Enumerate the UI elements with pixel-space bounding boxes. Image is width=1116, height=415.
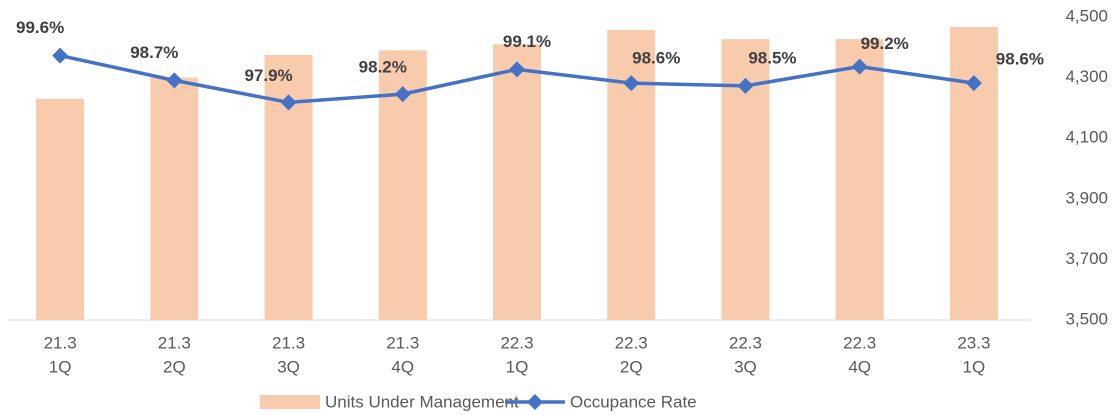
x-tick-label: 1Q xyxy=(49,357,72,376)
x-tick-label: 22.3 xyxy=(500,333,533,352)
legend-swatch xyxy=(260,395,320,409)
data-label: 99.2% xyxy=(861,34,909,53)
data-label: 98.7% xyxy=(130,43,178,62)
bar xyxy=(949,26,998,321)
y2-tick-label: 3,700 xyxy=(1065,249,1108,268)
legend-label: Occupance Rate xyxy=(570,392,697,411)
legend-label: Units Under Management xyxy=(325,392,519,411)
x-tick-label: 23.3 xyxy=(957,333,990,352)
bar xyxy=(607,30,656,321)
y2-tick-label: 4,500 xyxy=(1065,6,1108,25)
bar xyxy=(36,98,85,320)
x-tick-label: 21.3 xyxy=(158,333,191,352)
data-label: 98.2% xyxy=(359,58,407,77)
x-tick-label: 1Q xyxy=(506,357,529,376)
y2-tick-label: 4,100 xyxy=(1065,128,1108,147)
marker xyxy=(394,86,411,103)
x-tick-label: 21.3 xyxy=(272,333,305,352)
marker xyxy=(166,72,183,89)
bar xyxy=(150,77,199,320)
data-label: 98.5% xyxy=(748,48,796,67)
x-tick-label: 2Q xyxy=(620,357,643,376)
marker xyxy=(737,77,754,94)
y2-tick-label: 3,500 xyxy=(1065,309,1108,328)
x-tick-label: 22.3 xyxy=(615,333,648,352)
marker xyxy=(851,58,868,75)
x-tick-label: 22.3 xyxy=(843,333,876,352)
data-label: 97.9% xyxy=(244,66,292,85)
data-label: 99.6% xyxy=(16,18,64,37)
data-label: 98.6% xyxy=(996,50,1044,69)
bar xyxy=(835,39,884,321)
y2-tick-label: 4,300 xyxy=(1065,67,1108,86)
marker xyxy=(623,75,640,92)
x-tick-label: 21.3 xyxy=(386,333,419,352)
marker xyxy=(509,61,525,78)
x-tick-label: 2Q xyxy=(163,357,186,376)
x-tick-label: 4Q xyxy=(391,357,414,376)
x-tick-label: 22.3 xyxy=(729,333,762,352)
x-tick-label: 3Q xyxy=(734,357,757,376)
marker xyxy=(280,94,297,111)
marker xyxy=(965,75,982,92)
x-tick-label: 3Q xyxy=(277,357,300,376)
legend-marker xyxy=(527,394,543,410)
x-tick-label: 1Q xyxy=(963,357,986,376)
x-tick-label: 21.3 xyxy=(44,333,77,352)
x-tick-label: 4Q xyxy=(848,357,871,376)
data-label: 98.6% xyxy=(632,49,680,68)
data-label: 99.1% xyxy=(503,32,551,51)
y2-tick-label: 3,900 xyxy=(1065,188,1108,207)
marker xyxy=(52,47,69,64)
bar xyxy=(493,44,541,321)
